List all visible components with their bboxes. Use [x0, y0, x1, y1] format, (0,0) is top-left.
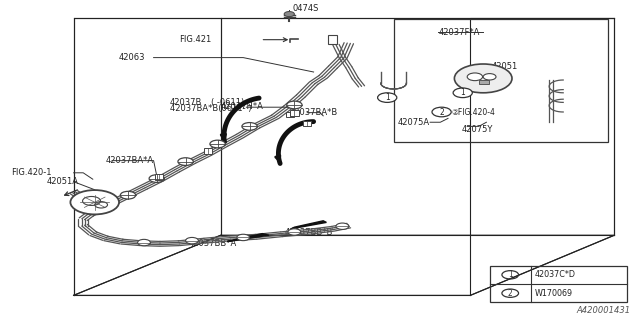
Text: 42037BB*A: 42037BB*A: [189, 239, 237, 248]
Bar: [479, 80, 489, 84]
Text: 42075Y: 42075Y: [462, 125, 493, 134]
Polygon shape: [227, 234, 269, 242]
Text: 2: 2: [439, 108, 444, 116]
Text: 42037BA*B: 42037BA*B: [290, 108, 338, 116]
Circle shape: [467, 73, 483, 81]
Circle shape: [120, 191, 136, 199]
Circle shape: [432, 107, 451, 117]
Text: 1: 1: [508, 270, 513, 279]
Circle shape: [186, 237, 198, 244]
Polygon shape: [291, 221, 326, 229]
Bar: [286, 112, 294, 117]
Circle shape: [284, 12, 294, 17]
Text: 1: 1: [385, 93, 390, 102]
Circle shape: [70, 190, 119, 214]
Circle shape: [453, 88, 472, 98]
Text: ②FIG.420-4: ②FIG.420-4: [451, 108, 495, 117]
Text: 42037H*A: 42037H*A: [221, 102, 264, 111]
Bar: [291, 110, 298, 116]
Circle shape: [237, 234, 250, 241]
Text: 42037B: 42037B: [170, 98, 202, 107]
Circle shape: [483, 74, 496, 80]
Text: ( -0611): ( -0611): [211, 98, 244, 107]
Text: 42037BB*B: 42037BB*B: [285, 228, 333, 237]
Text: A420001431: A420001431: [576, 306, 630, 315]
Text: 42037BA*A: 42037BA*A: [106, 156, 154, 165]
Circle shape: [288, 229, 301, 235]
Circle shape: [378, 93, 397, 102]
Text: 42037C*D: 42037C*D: [535, 270, 576, 279]
Text: 42037F*A: 42037F*A: [438, 28, 480, 36]
Circle shape: [242, 123, 257, 130]
Text: FIG.420-1: FIG.420-1: [12, 168, 52, 177]
Text: 42075A: 42075A: [398, 118, 430, 127]
Circle shape: [149, 175, 164, 182]
Bar: [155, 174, 163, 180]
Bar: [204, 148, 212, 154]
Circle shape: [138, 239, 150, 246]
Circle shape: [454, 64, 512, 93]
Bar: [394, 19, 608, 142]
Bar: [328, 35, 337, 44]
Text: FRONT: FRONT: [74, 189, 99, 206]
Circle shape: [336, 223, 349, 229]
Text: 1: 1: [460, 88, 465, 97]
Circle shape: [210, 140, 225, 148]
Circle shape: [178, 158, 193, 165]
Text: 42051A: 42051A: [47, 177, 79, 186]
Text: 0474S: 0474S: [292, 4, 319, 13]
Text: 42051: 42051: [492, 62, 518, 71]
Bar: [303, 121, 311, 126]
Circle shape: [287, 101, 302, 109]
Text: FIG.421: FIG.421: [179, 35, 211, 44]
Text: 42063: 42063: [118, 53, 145, 62]
Text: W170069: W170069: [535, 289, 573, 298]
Text: 2: 2: [508, 289, 513, 298]
Text: 42037BA*B(0611- ): 42037BA*B(0611- ): [170, 104, 251, 113]
